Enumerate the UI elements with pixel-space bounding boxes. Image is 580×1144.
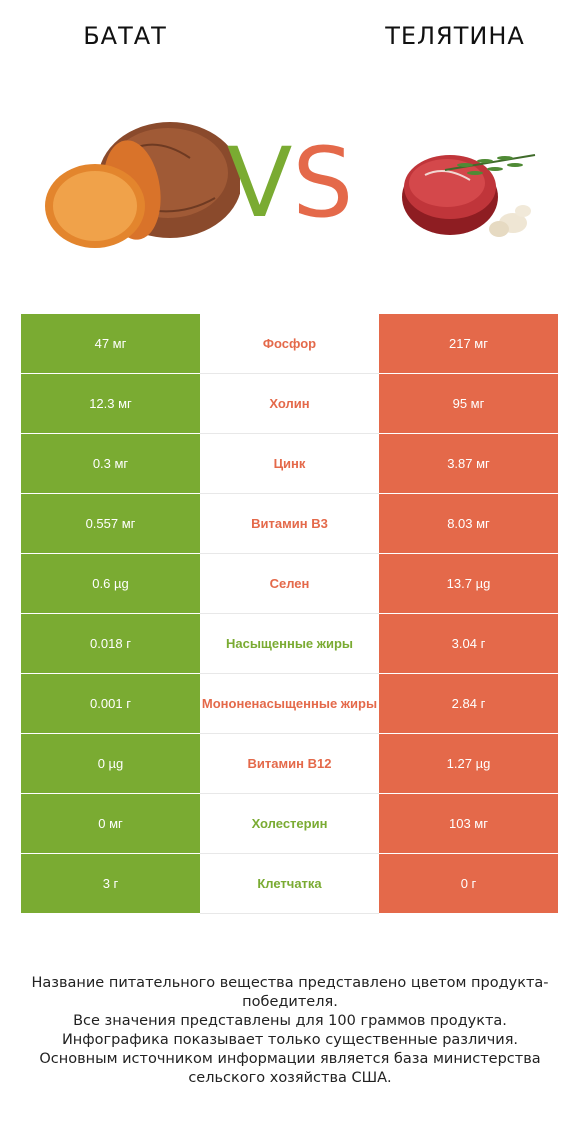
footer-line: Все значения представлены для 100 граммо…	[73, 1013, 507, 1029]
veal-image	[402, 154, 536, 237]
left-value: 12.3 мг	[21, 374, 200, 434]
right-value: 95 мг	[379, 374, 558, 434]
footer-line: Основным источником информации является …	[39, 1051, 541, 1086]
comparison-table: 47 мг Фосфор 217 мг 12.3 мг Холин 95 мг 0.3 мг…	[21, 314, 558, 914]
nutrient-name: Насыщенные жиры	[200, 614, 379, 674]
right-value: 2.84 г	[379, 674, 558, 734]
right-value: 217 мг	[379, 314, 558, 374]
table-row: 12.3 мг Холин 95 мг	[21, 374, 558, 434]
left-value: 0.6 µg	[21, 554, 200, 614]
left-value: 3 г	[21, 854, 200, 914]
nutrient-name: Клетчатка	[200, 854, 379, 914]
left-value: 0.3 мг	[21, 434, 200, 494]
table-row: 0.001 г Мононенасыщенные жиры 2.84 г	[21, 674, 558, 734]
nutrient-name: Селен	[200, 554, 379, 614]
table-row: 47 мг Фосфор 217 мг	[21, 314, 558, 374]
table-row: 0 мг Холестерин 103 мг	[21, 794, 558, 854]
footer-line: Инфографика показывает только существенн…	[61, 1032, 519, 1048]
nutrient-name: Холестерин	[200, 794, 379, 854]
sweet-potato-image	[45, 122, 240, 248]
nutrient-name: Холин	[200, 374, 379, 434]
nutrient-name: Витамин B12	[200, 734, 379, 794]
left-value: 47 мг	[21, 314, 200, 374]
footer-line: Название питательного вещества представл…	[31, 975, 549, 1010]
right-value: 103 мг	[379, 794, 558, 854]
right-value: 13.7 µg	[379, 554, 558, 614]
right-value: 3.04 г	[379, 614, 558, 674]
left-value: 0 мг	[21, 794, 200, 854]
left-value: 0 µg	[21, 734, 200, 794]
right-title: ТЕЛЯТИНА	[385, 22, 525, 50]
table-row: 0 µg Витамин B12 1.27 µg	[21, 734, 558, 794]
right-value: 8.03 мг	[379, 494, 558, 554]
table-row: 0.018 г Насыщенные жиры 3.04 г	[21, 614, 558, 674]
right-value: 0 г	[379, 854, 558, 914]
right-value: 3.87 мг	[379, 434, 558, 494]
left-value: 0.001 г	[21, 674, 200, 734]
footer-note: Название питательного вещества представл…	[20, 974, 560, 1088]
table-row: 0.3 мг Цинк 3.87 мг	[21, 434, 558, 494]
nutrient-name: Витамин B3	[200, 494, 379, 554]
left-value: 0.018 г	[21, 614, 200, 674]
table-row: 0.557 мг Витамин B3 8.03 мг	[21, 494, 558, 554]
vs-label: VS	[226, 127, 354, 239]
right-value: 1.27 µg	[379, 734, 558, 794]
left-value: 0.557 мг	[21, 494, 200, 554]
table-row: 3 г Клетчатка 0 г	[21, 854, 558, 914]
nutrient-name: Цинк	[200, 434, 379, 494]
left-title: БАТАТ	[83, 22, 167, 50]
table-row: 0.6 µg Селен 13.7 µg	[21, 554, 558, 614]
nutrient-name: Фосфор	[200, 314, 379, 374]
nutrient-name: Мононенасыщенные жиры	[200, 674, 379, 734]
